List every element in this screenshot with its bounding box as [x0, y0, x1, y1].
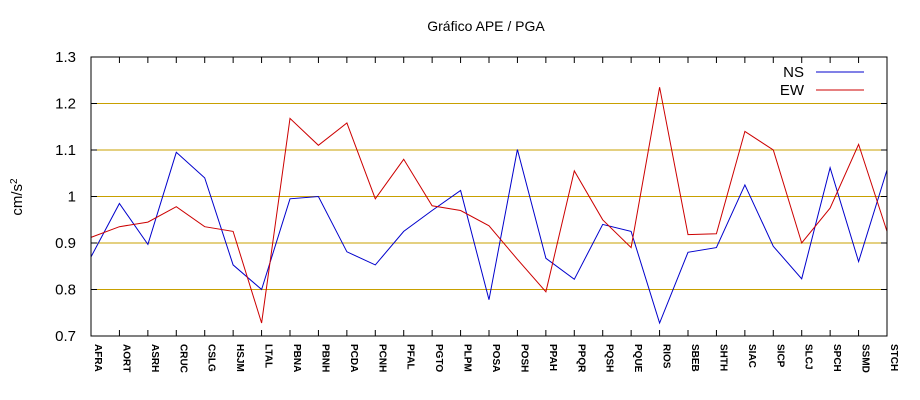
y-axis-label: cm/s2 [9, 178, 27, 216]
x-tick-label: PPAH [547, 344, 558, 371]
series-line-ew [90, 87, 888, 324]
grid-lines [91, 56, 887, 337]
y-tick-label: 1 [68, 189, 76, 206]
x-axis-tick-labels: AFRA AORT ASRH CRUC CSLG HSJM LTAL PBNA PBNH PCDA… [90, 57, 899, 373]
x-tick-label: AORT [120, 344, 131, 372]
x-tick-label: PQSH [604, 344, 615, 372]
y-axis-label-exponent: 2 [9, 178, 20, 184]
y-tick-label: 0.8 [55, 282, 76, 299]
x-tick-label: SHTH [717, 344, 728, 371]
y-tick-label: 1.1 [55, 142, 76, 159]
y-axis-label-unit: cm/s [9, 184, 26, 216]
x-tick-label: SICP [774, 344, 785, 368]
x-tick-label: PLPM [462, 344, 473, 372]
x-tick-label: SSMD [860, 344, 871, 373]
y-tick-label: 0.7 [55, 328, 76, 345]
y-tick-label: 1.2 [55, 96, 76, 113]
x-tick-label: RIOS [661, 344, 672, 369]
x-tick-label: PBNA [291, 344, 302, 372]
plot-frame [90, 56, 888, 337]
x-tick-label: SBEB [689, 344, 700, 372]
y-tick-label: 0.9 [55, 235, 76, 252]
chart-title: Gráfico APE / PGA [427, 18, 545, 34]
x-tick-label: POSH [518, 344, 529, 372]
series-lines [90, 87, 888, 325]
x-tick-label: PPQR [575, 344, 586, 373]
x-tick-label: CRUC [177, 344, 188, 373]
x-tick-label: POSA [490, 344, 501, 372]
x-tick-label: AFRA [92, 344, 103, 372]
x-tick-label: SLCJ [803, 344, 814, 370]
x-tick-label: SPCH [831, 344, 842, 372]
x-tick-label: LTAL [263, 344, 274, 368]
x-tick-label: PBNH [319, 344, 330, 372]
x-tick-label: CSLG [206, 344, 217, 372]
x-tick-label: PFAL [405, 344, 416, 370]
legend-label-ew: EW [780, 82, 805, 99]
legend-label-ns: NS [783, 64, 804, 81]
y-tick-label: 1.3 [55, 49, 76, 66]
x-tick-label: SIAC [746, 344, 757, 368]
x-tick-label: PCNH [376, 344, 387, 372]
y-axis-tick-labels: 0.7 0.8 0.9 1 1.1 1.2 1.3 [55, 49, 76, 345]
x-tick-label: PQUE [632, 344, 643, 373]
x-tick-label: HSJM [234, 344, 245, 372]
x-tick-label: PGTO [433, 344, 444, 372]
series-line-ns [90, 149, 888, 325]
x-tick-label: PCDA [348, 344, 359, 372]
x-tick-label: ASRH [149, 344, 160, 372]
x-tick-label: STCH [888, 344, 899, 371]
